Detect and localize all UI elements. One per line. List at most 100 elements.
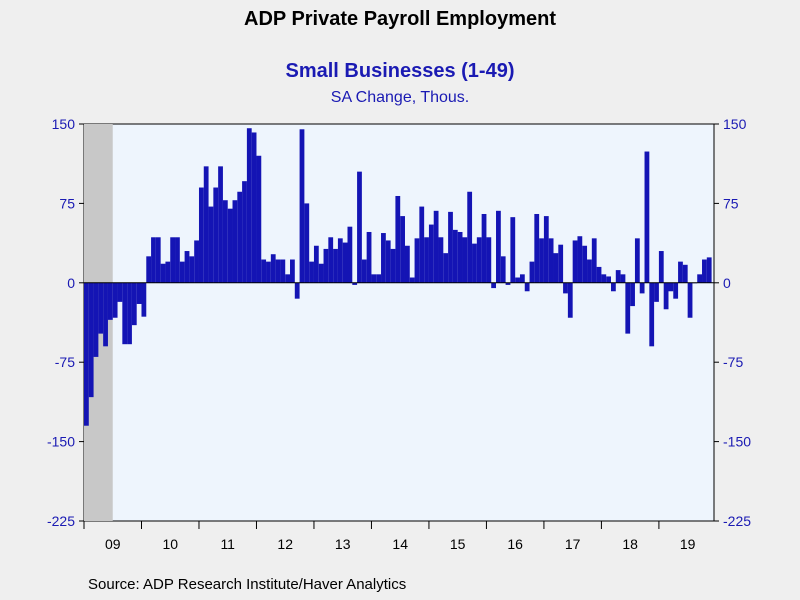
bar (294, 282, 300, 299)
bar (481, 213, 487, 283)
bar (682, 264, 688, 283)
bar (563, 282, 568, 294)
bar (371, 274, 377, 283)
bar (443, 253, 449, 283)
bar (543, 216, 549, 283)
bar (620, 274, 626, 283)
bar (702, 259, 707, 283)
bar (567, 282, 573, 318)
bar (337, 238, 343, 283)
x-tick-label: 18 (622, 536, 638, 552)
bar (553, 253, 559, 283)
bar (438, 237, 444, 283)
bar (222, 200, 228, 283)
x-tick-label: 11 (220, 536, 235, 552)
bar (424, 237, 429, 283)
bar (299, 129, 305, 283)
bar (208, 206, 214, 283)
y-tick-label-left: 150 (52, 116, 76, 132)
bar (198, 187, 204, 283)
bar (237, 191, 243, 283)
bar (160, 263, 166, 283)
x-tick-label: 15 (450, 536, 466, 552)
x-tick-label: 12 (277, 536, 293, 552)
bar (357, 171, 362, 283)
bar (668, 282, 674, 292)
bar (462, 237, 468, 283)
bar (366, 231, 372, 283)
y-tick-label-left: -150 (47, 434, 75, 450)
bar (496, 210, 501, 283)
bar (615, 270, 621, 283)
bar (452, 229, 458, 283)
x-tick-label: 17 (565, 536, 581, 552)
bar (232, 200, 238, 283)
bar (510, 217, 516, 283)
bar (246, 128, 252, 283)
bar (706, 257, 712, 283)
bar (658, 251, 664, 283)
bar (591, 238, 597, 283)
bar (534, 213, 540, 283)
bar (587, 259, 592, 283)
bar (596, 266, 602, 283)
bar (385, 240, 391, 283)
bar (524, 282, 530, 292)
bar (275, 259, 281, 283)
bar (280, 259, 286, 283)
bar (649, 282, 655, 347)
x-tick-label: 19 (680, 536, 696, 552)
bar (395, 195, 401, 283)
bar (175, 237, 180, 283)
x-tick-label: 13 (335, 536, 351, 552)
bar (242, 181, 247, 283)
bar (457, 231, 463, 283)
bar (112, 282, 118, 318)
bar (261, 259, 267, 283)
bar (611, 282, 616, 292)
bar (141, 282, 147, 317)
bar (678, 261, 683, 283)
bar (519, 274, 525, 283)
bar (361, 259, 367, 283)
y-axis-unit-label: SA Change, Thous. (330, 89, 470, 106)
bar (539, 238, 544, 283)
x-tick-label: 10 (162, 536, 178, 552)
bar (309, 261, 314, 283)
bar (342, 242, 348, 283)
bar (266, 261, 271, 283)
bar (98, 282, 104, 334)
bar (136, 282, 142, 304)
x-tick-label: 16 (507, 536, 523, 552)
bar (103, 282, 108, 347)
bar (644, 151, 650, 283)
bar (352, 282, 358, 285)
bar (491, 282, 497, 289)
bar (146, 256, 152, 283)
bar (333, 248, 338, 283)
bar (318, 263, 324, 283)
bar (625, 282, 631, 334)
bar (448, 211, 453, 283)
bar (107, 282, 113, 320)
bar (577, 236, 583, 283)
bar (433, 210, 439, 283)
bar (347, 226, 353, 283)
bar (117, 282, 123, 302)
y-tick-label-right: -225 (723, 513, 751, 529)
bar (639, 282, 645, 294)
bar (472, 243, 477, 283)
bar (93, 282, 99, 357)
bar (663, 282, 669, 310)
bar (218, 166, 223, 283)
bar (270, 254, 276, 283)
bar (419, 206, 425, 283)
bar (122, 282, 128, 345)
bar (529, 261, 535, 283)
bar (285, 274, 291, 283)
bar (84, 282, 89, 426)
y-tick-label-right: -75 (723, 354, 743, 370)
bar (304, 203, 310, 283)
bar (179, 261, 185, 283)
bar (467, 191, 473, 283)
